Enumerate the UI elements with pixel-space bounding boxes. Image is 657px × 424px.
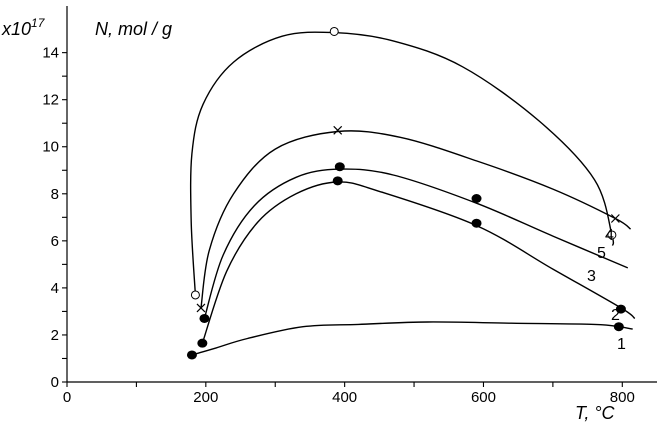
y-axis-title: N, mol / g xyxy=(95,19,172,39)
series-4-point-stroke xyxy=(196,303,206,313)
series-3-point xyxy=(334,162,345,172)
y-tick-label: 0 xyxy=(51,374,59,391)
series-2-point xyxy=(332,176,343,186)
series-5-point xyxy=(329,26,339,36)
series-5-point xyxy=(190,290,200,300)
series-1-label: 1 xyxy=(617,336,626,353)
series-curves xyxy=(189,31,636,356)
series-4-point xyxy=(196,303,206,313)
series-2-point xyxy=(615,304,626,314)
series-4-label: 4 xyxy=(605,227,614,244)
series-4-point xyxy=(610,214,620,223)
series-3-label: 3 xyxy=(587,268,596,285)
x-tick-label: 0 xyxy=(63,389,71,406)
x-tick-label: 800 xyxy=(610,389,635,406)
series-3-point xyxy=(471,194,482,204)
series-3-point xyxy=(199,313,210,323)
series-2-point xyxy=(471,218,482,228)
y-tick-label: 14 xyxy=(42,45,59,62)
series-4-point-stroke xyxy=(610,214,620,223)
series-5-line xyxy=(189,31,615,296)
axes xyxy=(66,6,657,383)
series-5-label: 5 xyxy=(597,245,606,262)
series-labels: 1 2 3 45 xyxy=(587,227,626,353)
series-4-line xyxy=(200,130,632,309)
series-4-point xyxy=(333,125,343,135)
x-axis-title: T, °C xyxy=(575,403,616,423)
tick-marks xyxy=(62,52,623,387)
y-tick-label: 6 xyxy=(51,233,59,250)
y-tick-label: 12 xyxy=(42,92,59,109)
y-tick-label: 2 xyxy=(51,327,59,344)
series-1-point xyxy=(186,350,197,360)
series-markers xyxy=(186,26,626,360)
y-tick-label: 4 xyxy=(51,280,59,297)
series-3-line xyxy=(203,168,629,319)
series-5-point xyxy=(607,230,617,240)
x-tick-label: 400 xyxy=(332,389,357,406)
series-1-line xyxy=(191,321,633,356)
series-2-point xyxy=(197,338,208,348)
x-tick-label: 600 xyxy=(471,389,496,406)
series-2-label: 2 xyxy=(611,307,620,324)
y-multiplier-label: x1017 xyxy=(1,16,46,39)
x-tick-label: 200 xyxy=(193,389,218,406)
series-2-line xyxy=(201,181,636,344)
y-tick-label: 10 xyxy=(42,139,59,156)
series-4-point-stroke xyxy=(333,125,343,135)
y-tick-label: 8 xyxy=(51,186,59,203)
series-1-point xyxy=(613,322,624,332)
